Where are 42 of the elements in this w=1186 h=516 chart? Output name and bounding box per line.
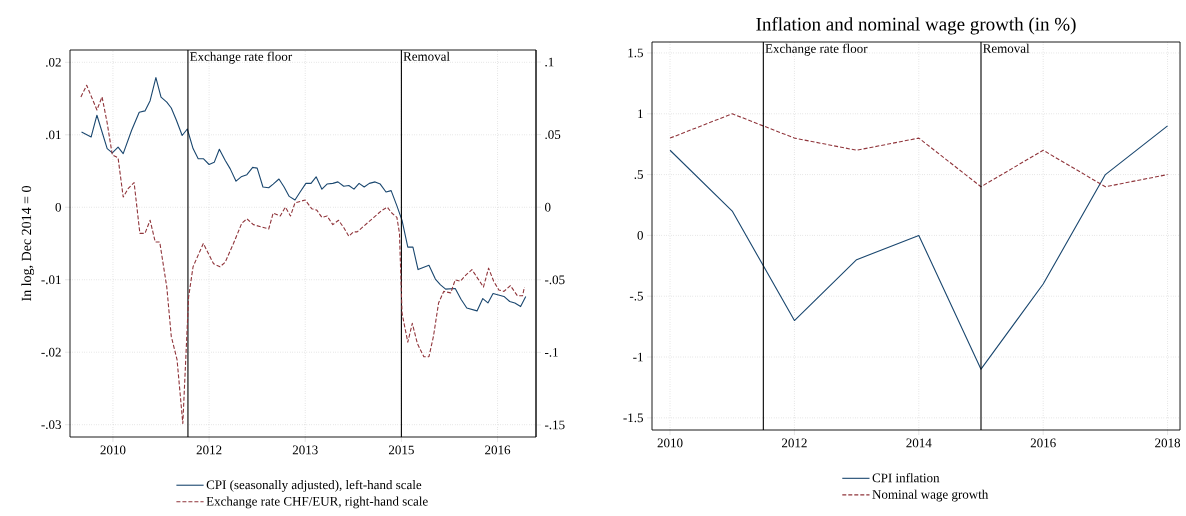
line-series (80, 76, 527, 312)
x-tick-label: 2014 (906, 438, 932, 448)
ref-line-label: Exchange rate floor (765, 43, 868, 56)
y2-tick-label: .05 (545, 130, 561, 140)
x-tick-label: 2015 (388, 445, 414, 455)
y2-tick-label: .1 (545, 57, 554, 67)
y2-tick-label: -.15 (544, 420, 565, 430)
y-axis-title: In log, Dec 2014 = 0 (21, 186, 35, 301)
y-tick-label: .01 (46, 130, 61, 140)
y2-tick-label: -.1 (544, 348, 558, 357)
y-tick-label: .02 (46, 57, 61, 67)
y-tick-label: 0 (637, 231, 643, 240)
legend-label: Exchange rate CHF/EUR, right-hand scale (206, 496, 428, 509)
y-tick-label: -.02 (41, 347, 61, 357)
y-tick-label: .5 (634, 170, 643, 179)
y-tick-label: 1.5 (628, 48, 643, 58)
x-tick-label: 2010 (657, 438, 683, 448)
x-tick-label: 2016 (485, 445, 511, 455)
x-tick-label: 2010 (100, 445, 126, 455)
chart-title: Inflation and nominal wage growth (in %) (756, 17, 1076, 35)
ref-line-label: Removal (403, 51, 450, 61)
line-series (669, 125, 1169, 370)
x-tick-label: 2018 (1155, 438, 1181, 448)
ref-line-label: Removal (983, 43, 1030, 53)
y-tick-label: -1 (633, 352, 643, 362)
y-tick-label: -.01 (41, 275, 61, 285)
x-tick-label: 2013 (292, 445, 318, 455)
y-tick-label: 1 (638, 109, 643, 119)
x-tick-label: 2016 (1030, 438, 1056, 448)
x-tick-label: 2012 (196, 445, 222, 455)
legend-label: Nominal wage growth (872, 489, 989, 502)
x-tick-label: 2012 (782, 438, 807, 448)
ref-line-label: Exchange rate floor (190, 51, 293, 64)
y2-tick-label: 0 (545, 202, 551, 212)
y-tick-label: 0 (55, 202, 61, 212)
line-series (669, 113, 1169, 188)
legend-label: CPI inflation (872, 472, 940, 483)
y2-tick-label: -.05 (544, 275, 565, 285)
y-tick-label: -.03 (41, 420, 61, 430)
y-tick-label: -.5 (629, 291, 643, 301)
y-tick-label: -1.5 (623, 413, 643, 423)
legend-label: CPI (seasonally adjusted), left-hand scale (206, 479, 422, 492)
